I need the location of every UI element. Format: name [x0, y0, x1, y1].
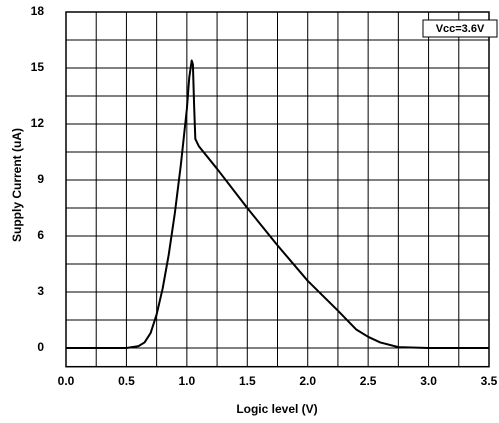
- x-tick-label: 1.0: [179, 374, 196, 388]
- x-tick-label: 0.0: [58, 374, 75, 388]
- y-tick-label: 12: [31, 116, 45, 130]
- y-axis-label: Supply Current (uA): [10, 128, 24, 242]
- y-tick-label: 9: [37, 172, 44, 186]
- x-tick-label: 2.0: [299, 374, 316, 388]
- annotation: Vcc=3.6V: [436, 23, 485, 35]
- x-tick-label: 2.5: [360, 374, 377, 388]
- x-tick-label: 3.0: [420, 374, 437, 388]
- annotation-box: [422, 19, 498, 38]
- y-tick-label: 6: [37, 228, 44, 242]
- y-tick-label: 15: [31, 60, 45, 74]
- data-line: [66, 59, 489, 350]
- x-axis-label: Logic level (V): [236, 402, 317, 416]
- x-tick-label: 3.5: [481, 374, 498, 388]
- y-tick-label: 18: [31, 4, 45, 18]
- y-tick-label: 0: [37, 340, 44, 354]
- x-tick-label: 0.5: [118, 374, 135, 388]
- x-tick-label: 1.5: [239, 374, 256, 388]
- y-tick-label: 3: [37, 284, 44, 298]
